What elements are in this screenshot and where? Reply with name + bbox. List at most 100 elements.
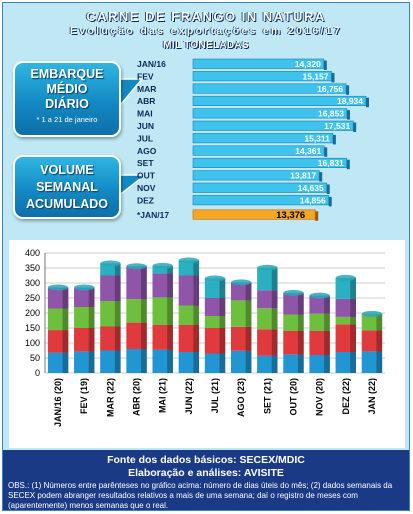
bar-shadow [346,85,350,95]
callout-line-3: DIÁRIO [45,97,89,111]
segment-shade [350,352,356,373]
category-label: MAR [137,84,156,94]
bar-shadow [328,196,332,207]
segment-shade [271,290,278,309]
value-label: 17,531 [324,121,350,131]
category-label: NOV [137,183,156,193]
callout-note: * 1 a 21 de janeiro [36,115,98,124]
segment-shade [297,292,304,315]
bar-shadow [346,110,350,120]
segment-shade [62,330,69,353]
segment-shade [219,298,226,316]
x-tick-label: JAN/16 (20) [53,378,63,427]
segment-shade [193,305,200,325]
segment-shade [376,313,383,331]
segment-shade [167,265,173,274]
y-tick-label: 150 [25,323,40,333]
bar-shadow [326,184,330,194]
bar-cap [74,284,95,291]
segment-shade [271,355,278,373]
category-label: MAI [137,109,153,119]
analysis-line: Elaboração e análises: AVISITE [128,467,284,479]
bar-cap [100,260,121,267]
callout-line-2: SEMANAL [36,180,98,194]
segment-shade [245,300,252,327]
segment-shade [245,326,252,351]
value-label: 15,157 [302,71,328,81]
segment-shade [376,351,383,373]
segment-shade [350,316,356,325]
category-label: *JAN/17 [137,210,169,220]
bar-cap [257,264,278,271]
segment-shade [219,328,226,354]
stack-segment [335,316,356,325]
callout-line-1: EMBARQUE [30,67,104,81]
segment-shade [350,277,356,299]
footer: Fonte dos dados básicos: SECEX/MDIC Elab… [3,450,409,510]
segment-shade [88,307,95,328]
footnote: OBS.: (1) Números entre parênteses no gr… [8,481,393,510]
value-label: 13,817 [290,171,316,181]
x-tick-label: SET (21) [262,378,272,414]
category-label: JUL [137,133,153,143]
x-tick-label: FEV (19) [79,378,89,414]
bar-shadow [346,159,350,170]
segment-shade [324,295,330,314]
value-label: 14,361 [295,146,321,156]
bar-shadow [324,147,328,157]
bar-cap [152,262,173,269]
segment-shade [114,263,121,276]
x-tick-label: OUT (20) [288,378,298,416]
bar-shadow [353,122,357,132]
segment-shade [62,352,69,373]
segment-shade [350,324,356,352]
segment-shade [141,266,147,300]
segment-shade [167,325,173,350]
bar-cap [335,274,356,281]
value-label: 16,831 [318,158,344,168]
category-label: DEZ [137,195,154,205]
x-tick-label: JAN (22) [367,378,377,415]
segment-shade [114,326,121,351]
category-label: FEV [137,71,154,81]
segment-shade [245,350,252,373]
segment-shade [141,322,147,349]
bar-cap [361,310,383,317]
x-tick-label: MAR (22) [105,378,115,417]
y-tick-label: 300 [25,278,40,288]
segment-shade [324,313,330,331]
chart-title: CARNE DE FRANGO IN NATURA [86,9,326,24]
bar-shadow [315,211,319,221]
category-label: JUN [137,121,154,131]
infographic: CARNE DE FRANGO IN NATURA Evolução das e… [2,2,410,511]
chart-subtitle: Evolução das exportações em 2016/17 [70,25,342,37]
segment-shade [167,349,173,373]
bar-shadow [319,172,323,182]
category-label: AGO [137,146,157,156]
segment-shade [114,301,121,327]
daily-shipment-callout: EMBARQUE MÉDIO DIÁRIO * 1 a 21 de janeir… [13,61,121,137]
bar-cap [309,292,330,299]
value-label: 18,934 [337,96,363,106]
segment-shade [114,350,121,373]
segment-shade [297,331,304,355]
segment-shade [167,273,173,298]
segment-shade [245,282,252,301]
category-label: ABR [137,96,155,106]
stack-segment [152,265,173,274]
weekly-volume-callout: VOLUME SEMANAL ACUMULADO [13,155,121,219]
segment-shade [62,308,69,331]
bar-cap [126,263,147,270]
segment-shade [193,325,200,352]
value-label: 13,376 [276,210,305,221]
segment-shade [141,349,147,373]
y-tick-label: 50 [30,353,40,363]
y-tick-label: 100 [25,338,40,348]
callout-line-3: ACUMULADO [26,197,108,211]
segment-shade [62,287,69,309]
bar-shadow [332,134,336,145]
unit-label: MIL TONELADAS [163,40,249,51]
daily-shipment-bar-chart: JAN/16 14,320 FEV 15,157 MAR 16,756 ABR 18,934 M… [116,58,369,221]
value-label: 14,320 [295,59,321,69]
value-label: 16,853 [318,109,344,119]
